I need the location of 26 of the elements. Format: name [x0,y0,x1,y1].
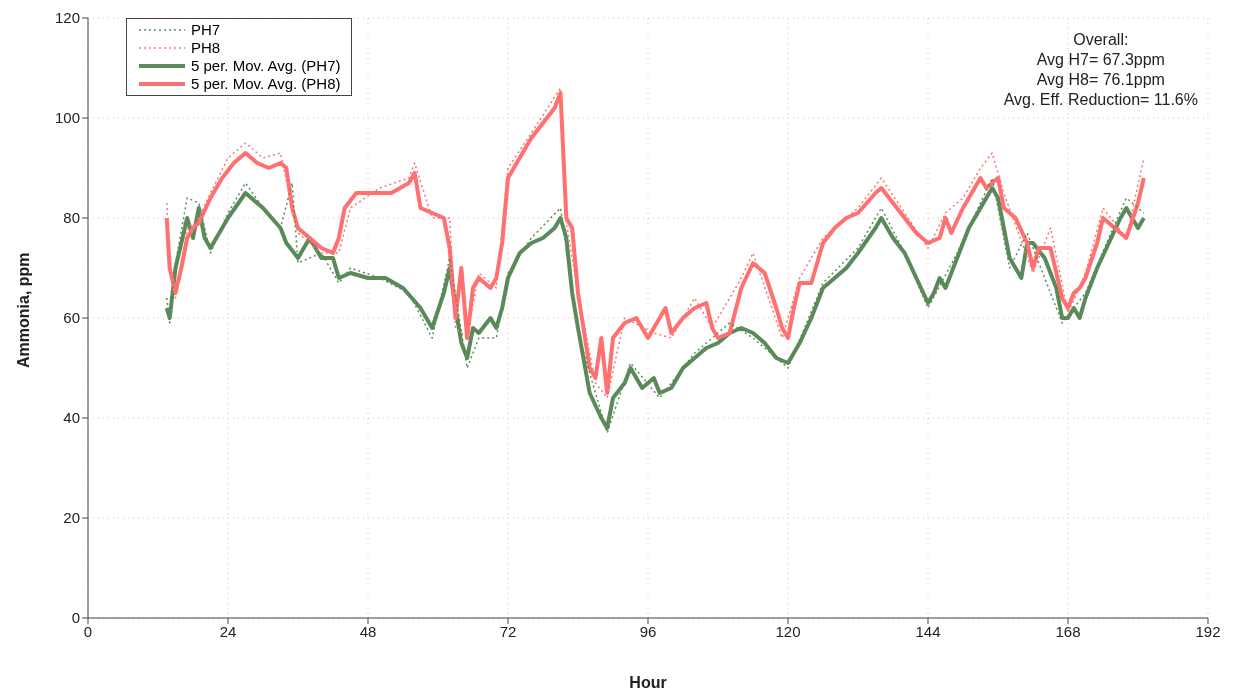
y-tick-label: 40 [63,409,80,427]
y-tick-label: 120 [54,9,80,27]
x-tick-label: 96 [639,622,657,640]
annotation: Overall: [1072,30,1130,50]
y-tick-label: 60 [63,309,80,327]
x-tick-label: 144 [915,622,941,640]
x-tick-label: 72 [499,622,517,640]
annotation: Avg H8= 76.1ppm [1035,70,1166,90]
legend-label: 5 per. Mov. Avg. (PH7) [191,57,341,75]
x-tick-label: 168 [1055,622,1081,640]
y-tick-label: 100 [54,109,80,127]
x-axis-title: Hour [629,674,667,691]
y-tick-label: 0 [71,609,80,627]
x-tick-label: 48 [359,622,377,640]
y-tick-label: 20 [63,509,80,527]
annotation: Avg. Eff. Reduction= 11.6% [1003,90,1198,110]
x-tick-label: 24 [219,622,237,640]
x-tick-label: 120 [775,622,801,640]
x-tick-label: 192 [1195,622,1221,640]
legend-label: 5 per. Mov. Avg. (PH8) [191,75,341,93]
legend-label: PH7 [191,21,221,39]
y-tick-label: 80 [63,209,80,227]
annotation: Avg H7= 67.3ppm [1035,50,1166,70]
y-axis-title: Ammonia, ppm [14,252,32,368]
legend-label: PH8 [191,39,221,57]
x-tick-label: 0 [83,622,93,640]
